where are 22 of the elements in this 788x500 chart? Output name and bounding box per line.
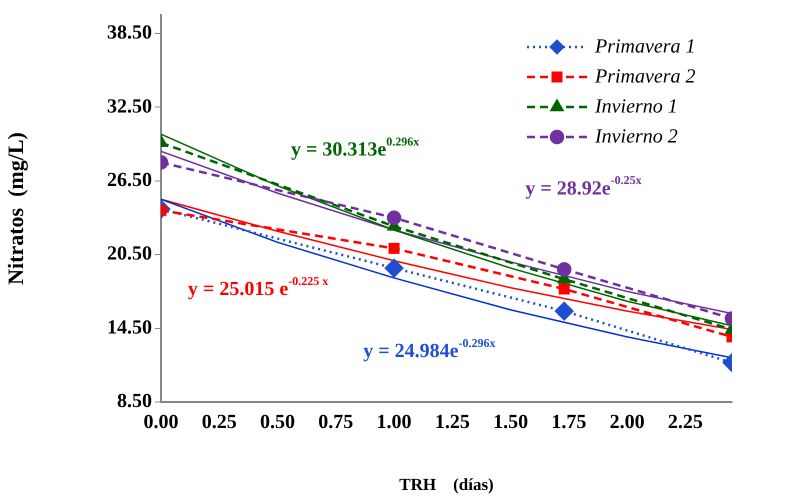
y-tick-label: 26.50 <box>107 169 152 192</box>
x-tick-label: 1.00 <box>376 411 412 434</box>
y-tick-label: 20.50 <box>107 242 152 265</box>
x-tick-label: 0.25 <box>202 411 237 434</box>
y-tick-label: 32.50 <box>107 95 152 118</box>
legend-label: Primavera 2 <box>594 65 696 88</box>
x-tick-label: 1.75 <box>551 411 586 434</box>
y-axis-title: Nitratos (mg/L) <box>2 132 28 285</box>
x-tick-label: 1.25 <box>434 411 470 434</box>
x-tick-label: 2.25 <box>668 411 703 434</box>
x-tick-label: 0.75 <box>318 411 354 434</box>
x-tick-label: 2.00 <box>610 411 645 434</box>
legend-label: Invierno 2 <box>594 125 678 148</box>
y-tick-label: 8.50 <box>117 390 152 412</box>
x-tick-label: 0.00 <box>144 411 178 434</box>
legend-label: Primavera 1 <box>594 35 696 58</box>
x-axis-title: TRH (días) <box>399 475 494 494</box>
x-tick-label: 1.50 <box>493 411 528 434</box>
legend-label: Invierno 1 <box>594 95 678 118</box>
y-tick-label: 14.50 <box>107 316 152 338</box>
x-tick-label: 0.50 <box>260 411 296 434</box>
y-tick-label: 38.50 <box>107 22 152 44</box>
